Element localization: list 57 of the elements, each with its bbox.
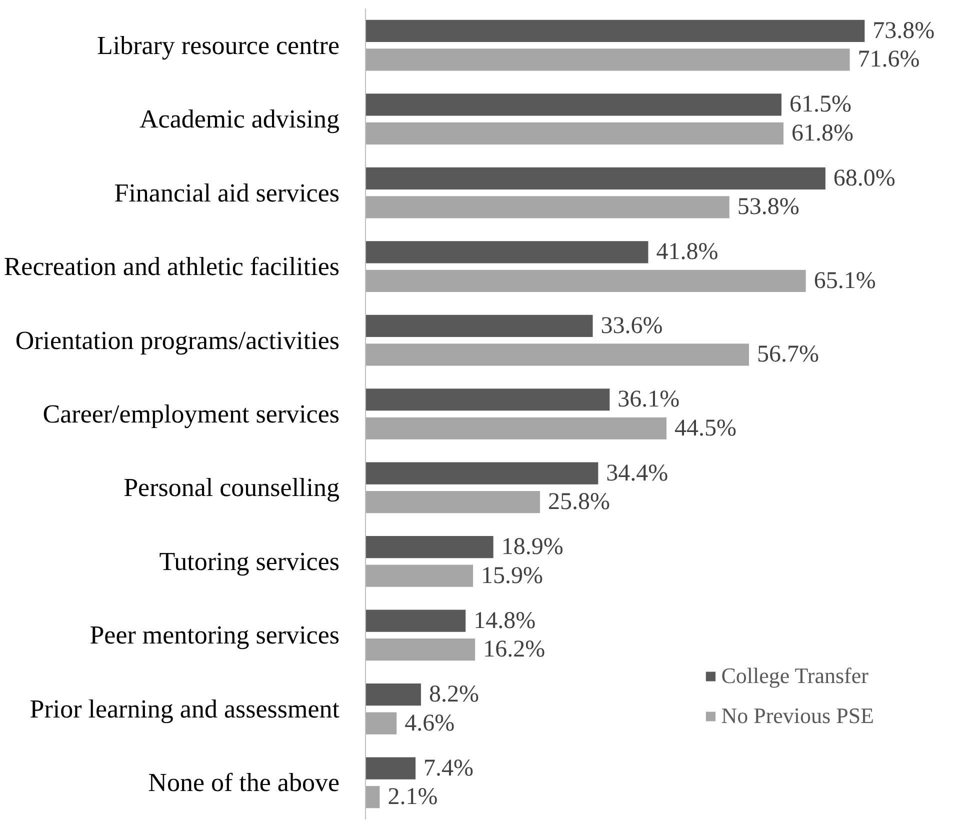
data-label: 2.1% [388,784,438,810]
bar [366,638,476,661]
bar [366,196,730,218]
bar [366,241,648,264]
data-label: 4.6% [404,710,455,736]
y-tick-label: Financial aid services [114,178,340,208]
y-tick-label: Personal counselling [124,473,340,502]
data-label: 15.9% [481,562,544,589]
y-tick-label: Tutoring services [159,546,340,576]
y-tick-label: Career/employment services [42,400,340,428]
bar [366,564,474,587]
bar [366,491,540,514]
bar [366,94,782,116]
bar [366,610,466,632]
y-tick-label: Peer mentoring services [90,620,340,650]
data-label: 41.8% [656,239,718,266]
data-label: 71.6% [858,46,920,73]
data-label: 73.8% [872,18,935,44]
y-tick-label: Academic advising [140,104,340,134]
y-tick-label: None of the above [148,768,340,798]
bar [366,683,421,706]
legend-label: College Transfer [721,663,868,689]
y-tick-label: Prior learning and assessment [30,694,340,724]
data-label: 8.2% [428,682,479,708]
data-label: 44.5% [674,415,736,442]
data-label: 61.8% [792,120,854,146]
bar [366,314,593,337]
bar [366,20,865,42]
data-label: 61.5% [789,92,852,118]
data-label: 7.4% [424,755,474,782]
data-label: 56.7% [757,342,820,368]
bar [366,270,806,292]
data-label: 25.8% [548,489,610,516]
bar [366,536,494,558]
legend-label: No Previous PSE [721,703,874,729]
data-label: 33.6% [600,312,663,339]
bar [366,167,826,190]
bar [366,462,598,484]
bar [366,388,610,411]
data-label: 14.8% [474,608,536,634]
bar [366,48,850,71]
data-label: 16.2% [483,636,546,663]
data-label: 65.1% [814,268,876,294]
y-tick-label: Recreation and athletic facilities [4,252,340,282]
data-label: 18.9% [501,534,564,560]
y-tick-label: Orientation programs/activities [15,326,340,355]
y-tick-label: Library resource centre [96,30,340,60]
bar [366,417,666,440]
bar [366,122,784,145]
data-label: 36.1% [618,386,680,413]
bar [366,757,416,780]
data-label: 34.4% [606,460,668,486]
bar [366,344,750,366]
data-label: 53.8% [737,194,800,220]
bar [366,712,397,734]
data-label: 68.0% [833,165,896,192]
bar [366,786,380,808]
